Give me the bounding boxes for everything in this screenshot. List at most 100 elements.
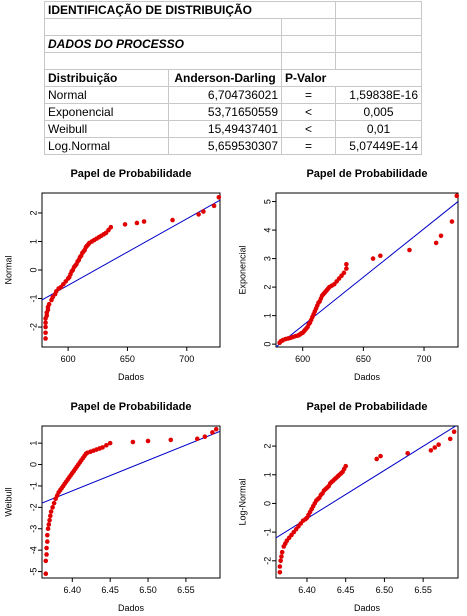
sheet-title[interactable]: IDENTIFICAÇÃO DE DISTRIBUIÇÃO: [44, 1, 336, 19]
cell-operator[interactable]: =: [281, 86, 336, 104]
cell-distribution[interactable]: Weibull: [44, 120, 169, 138]
y-tick-label: 0: [262, 501, 272, 506]
data-point: [341, 270, 347, 276]
sheet-subtitle[interactable]: DADOS DO PROCESSO: [44, 35, 282, 53]
y-tick-label: -5: [28, 568, 38, 576]
cell-p-value[interactable]: 5,07449E-14: [335, 137, 422, 155]
data-point: [100, 445, 105, 450]
y-tick-label: 1: [262, 472, 272, 477]
y-tick-label: 2: [262, 285, 272, 290]
data-point: [104, 442, 109, 448]
data-point: [43, 571, 49, 577]
x-tick-label: 6.50: [139, 585, 157, 595]
x-tick-label: 700: [417, 354, 432, 364]
data-point: [279, 549, 285, 555]
x-axis-label: Dados: [354, 603, 381, 613]
empty-cell[interactable]: [335, 35, 422, 53]
table-row: Exponencial 53,71650559 < 0,005: [44, 103, 422, 121]
cell-ad[interactable]: 5,659530307: [168, 137, 282, 155]
data-point: [454, 193, 460, 199]
x-tick-label: 600: [61, 354, 76, 364]
cell-distribution[interactable]: Exponencial: [44, 103, 169, 121]
y-tick-label: -2: [28, 503, 38, 511]
data-point: [344, 261, 349, 267]
y-tick-label: 0: [262, 342, 272, 347]
x-axis-label: Dados: [118, 372, 145, 382]
y-tick-label: 0: [28, 462, 38, 467]
table-row: Normal 6,704736021 = 1,59838E-16: [44, 86, 422, 104]
data-point: [216, 194, 222, 200]
empty-cell[interactable]: [335, 52, 422, 70]
x-axis-label: Dados: [118, 603, 145, 613]
y-tick-label: 3: [262, 256, 272, 261]
empty-cell[interactable]: [44, 52, 282, 70]
empty-cell[interactable]: [281, 35, 336, 53]
data-point: [432, 445, 438, 450]
empty-cell[interactable]: [281, 52, 336, 70]
data-point: [168, 437, 174, 443]
cell-ad[interactable]: 53,71650559: [168, 103, 282, 121]
x-tick-label: 650: [356, 354, 371, 364]
data-point: [46, 301, 52, 307]
data-point: [378, 453, 383, 459]
data-point: [201, 209, 206, 214]
data-point: [141, 219, 147, 224]
data-point: [43, 320, 48, 326]
cell-ad[interactable]: 15,49437401: [168, 120, 282, 138]
data-point: [107, 440, 113, 446]
data-point: [50, 505, 55, 510]
x-tick-label: 700: [179, 354, 194, 364]
x-tick-label: 6.45: [101, 585, 119, 595]
header-distribution[interactable]: Distribuição: [44, 69, 169, 87]
data-point: [43, 330, 48, 336]
empty-cell[interactable]: [335, 18, 422, 36]
data-point: [211, 203, 217, 209]
header-p-value[interactable]: P-Valor: [281, 69, 422, 87]
data-point: [449, 219, 455, 224]
plot-frame: [41, 192, 221, 348]
table-row: Log.Normal 5,659530307 = 5,07449E-14: [44, 137, 422, 155]
reference-line: [42, 199, 220, 301]
x-axis-label: Dados: [354, 372, 381, 382]
y-tick-label: -4: [28, 546, 38, 554]
cell-p-value[interactable]: 0,005: [335, 103, 422, 121]
header-anderson-darling[interactable]: Anderson-Darling: [168, 69, 282, 87]
y-tick-label: 1: [28, 441, 38, 446]
data-point: [43, 336, 48, 341]
empty-cell[interactable]: [335, 1, 422, 19]
reference-line: [42, 430, 220, 504]
y-tick-label: -1: [28, 295, 38, 303]
data-point: [447, 436, 453, 442]
data-point: [44, 552, 49, 557]
data-point: [405, 450, 410, 456]
data-point: [47, 517, 52, 523]
data-point: [44, 545, 49, 551]
y-tick-label: 1: [28, 239, 38, 244]
y-tick-label: 1: [262, 313, 272, 318]
cell-p-value[interactable]: 0,01: [335, 120, 422, 138]
data-point: [194, 436, 200, 442]
data-point: [45, 539, 50, 544]
cell-ad[interactable]: 6,704736021: [168, 86, 282, 104]
weibull-probability-plot: Papel de Probabilidade 6.40 6.45 6.50 6.55 -5…: [3, 401, 221, 613]
data-point: [108, 224, 114, 230]
cell-operator[interactable]: =: [281, 137, 336, 155]
y-tick-label: 4: [262, 228, 272, 233]
lognormal-probability-plot: Papel de Probabilidade 6.40 6.45 6.50 6.55 -2…: [237, 401, 459, 613]
y-axis-label: Exponencial: [237, 245, 247, 294]
data-point: [213, 426, 219, 432]
plot-frame: [41, 425, 221, 579]
cell-p-value[interactable]: 1,59838E-16: [335, 86, 422, 104]
cell-distribution[interactable]: Normal: [44, 86, 169, 104]
cell-distribution[interactable]: Log.Normal: [44, 137, 169, 155]
y-tick-label: -2: [262, 557, 272, 565]
empty-cell[interactable]: [44, 18, 282, 36]
empty-cell[interactable]: [281, 18, 336, 36]
x-tick-label: 650: [120, 354, 135, 364]
data-point: [407, 247, 412, 253]
cell-operator[interactable]: <: [281, 120, 336, 138]
data-point: [51, 500, 57, 506]
data-point: [196, 212, 201, 217]
data-point: [210, 430, 215, 435]
cell-operator[interactable]: <: [281, 103, 336, 121]
